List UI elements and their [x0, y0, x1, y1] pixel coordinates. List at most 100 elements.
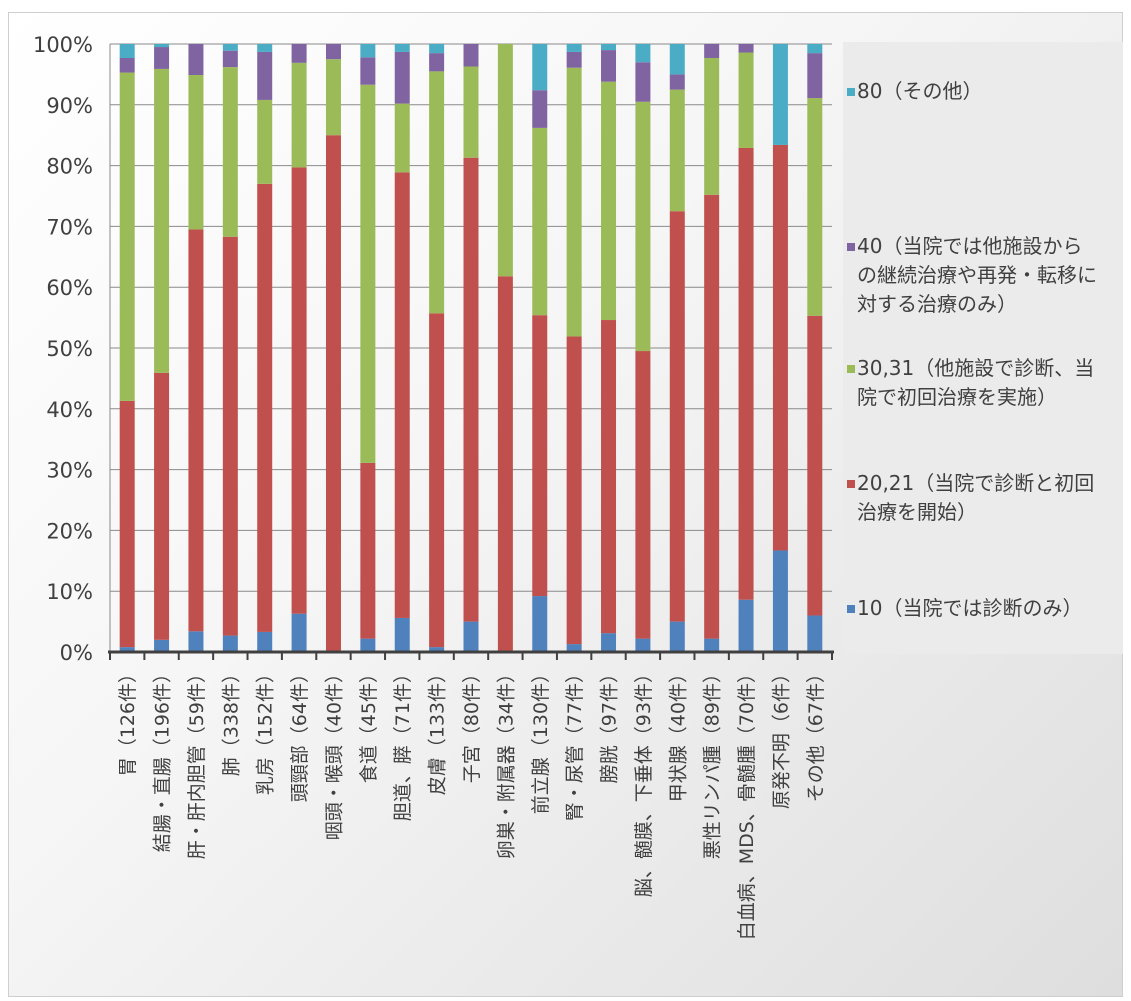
bar-segment	[532, 315, 548, 597]
bar-segment	[154, 44, 170, 48]
bar-segment	[463, 66, 479, 158]
bar-segment	[188, 75, 204, 230]
bar-segment	[325, 44, 341, 60]
bar-segment	[257, 631, 273, 652]
legend-item: 80（その他）	[843, 77, 1113, 106]
legend-swatch	[847, 88, 855, 96]
bar-segment	[257, 183, 273, 632]
bar-segment	[566, 644, 582, 652]
bar-segment	[532, 44, 548, 91]
legend-item: 10（当院では診断のみ）	[843, 594, 1113, 623]
bar-segment	[497, 44, 513, 277]
bar-segment	[222, 635, 238, 652]
y-tick-label: 70%	[46, 215, 93, 239]
bar-segment	[257, 99, 273, 184]
legend-label: 30,31（他施設で診断、当 院で初回治療を実施）	[857, 356, 1095, 409]
x-tick-label: 食道（45件）	[358, 664, 380, 783]
bar-segment	[291, 167, 307, 614]
x-tick-label: 頭頸部（64件）	[289, 664, 311, 802]
bar-segment	[429, 44, 445, 54]
bar-segment	[291, 62, 307, 168]
y-tick-label: 30%	[46, 459, 93, 483]
bar-segment	[325, 135, 341, 652]
bar-segment	[704, 57, 720, 195]
bar-segment	[807, 53, 823, 99]
bar-segment	[394, 103, 410, 173]
bar-segment	[325, 59, 341, 136]
bar-segment	[669, 89, 685, 212]
bar-segment	[154, 68, 170, 373]
y-tick-label: 80%	[46, 155, 93, 179]
bar-segment	[463, 44, 479, 67]
y-tick-label: 40%	[46, 398, 93, 422]
x-tick-label: 甲状腺（40件）	[667, 664, 689, 802]
bar-segment	[429, 71, 445, 314]
bar-segment	[291, 44, 307, 63]
legend-label: 40（当院では他施設から の継続治療や再発・転移に 対する治療のみ）	[857, 234, 1097, 316]
chart-legend: 80（その他） 40（当院では他施設から の継続治療や再発・転移に 対する治療のみ…	[843, 42, 1123, 654]
x-tick-label: 子宮（80件）	[461, 664, 483, 783]
bar-segment	[360, 57, 376, 85]
bar-segment	[566, 44, 582, 52]
x-tick-label: 腎・尿管（77件）	[564, 664, 586, 821]
bar-segment	[669, 621, 685, 652]
legend-item: 40（当院では他施設から の継続治療や再発・転移に 対する治療のみ）	[843, 232, 1113, 319]
bar-segment	[394, 44, 410, 52]
bar-segment	[360, 462, 376, 639]
bar-segment	[360, 84, 376, 463]
y-tick-label: 100%	[33, 33, 93, 57]
bar-segment	[119, 57, 135, 73]
y-tick-label: 60%	[46, 276, 93, 300]
x-tick-label: 前立腺（130件）	[530, 664, 552, 814]
bar-segment	[807, 315, 823, 616]
bar-segment	[291, 613, 307, 652]
bar-segment	[738, 147, 754, 600]
bar-segment	[394, 51, 410, 104]
bar-segment	[772, 550, 788, 652]
bar-segment	[772, 144, 788, 551]
x-tick-label: 肺（338件）	[220, 664, 242, 776]
bar-segment	[601, 44, 617, 51]
bar-segment	[188, 631, 204, 652]
bar-segment	[532, 127, 548, 316]
y-tick-label: 50%	[46, 337, 93, 361]
legend-item: 30,31（他施設で診断、当 院で初回治療を実施）	[843, 354, 1113, 412]
bar-segment	[669, 44, 685, 75]
bar-segment	[188, 229, 204, 632]
bar-segment	[807, 98, 823, 316]
y-tick-label: 90%	[46, 94, 93, 118]
x-tick-label: 胃（126件）	[117, 664, 139, 776]
x-tick-label: 咽頭・喉頭（40件）	[323, 664, 345, 840]
x-tick-label: 卵巣・附属器（34件）	[495, 664, 517, 859]
x-tick-label: 原発不明（6件）	[770, 664, 792, 809]
bar-segment	[257, 51, 273, 100]
bar-segment	[738, 599, 754, 652]
bar-segment	[154, 639, 170, 652]
bar-segment	[601, 633, 617, 652]
bar-segment	[807, 44, 823, 54]
legend-swatch	[847, 480, 855, 488]
bar-segment	[532, 90, 548, 128]
y-tick-label: 10%	[46, 580, 93, 604]
bar-segment	[738, 44, 754, 53]
bar-segment	[119, 647, 135, 652]
x-tick-label: 脳、髄膜、下垂体（93件）	[633, 664, 655, 897]
bar-segment	[429, 313, 445, 648]
legend-label: 20,21（当院で診断と初回 治療を開始）	[857, 471, 1095, 524]
bar-segment	[257, 44, 273, 52]
bar-segment	[738, 52, 754, 148]
bar-segment	[772, 44, 788, 145]
bar-segment	[566, 67, 582, 337]
bar-segment	[394, 617, 410, 652]
bar-segment	[119, 72, 135, 401]
bar-segment	[463, 157, 479, 622]
bar-segment	[429, 647, 445, 652]
bar-segment	[360, 44, 376, 58]
bar-segment	[566, 336, 582, 645]
legend-swatch	[847, 365, 855, 373]
bar-segment	[669, 211, 685, 622]
bar-segment	[807, 615, 823, 652]
bar-segment	[532, 596, 548, 652]
legend-item: 20,21（当院で診断と初回 治療を開始）	[843, 469, 1113, 527]
bar-segment	[222, 50, 238, 68]
